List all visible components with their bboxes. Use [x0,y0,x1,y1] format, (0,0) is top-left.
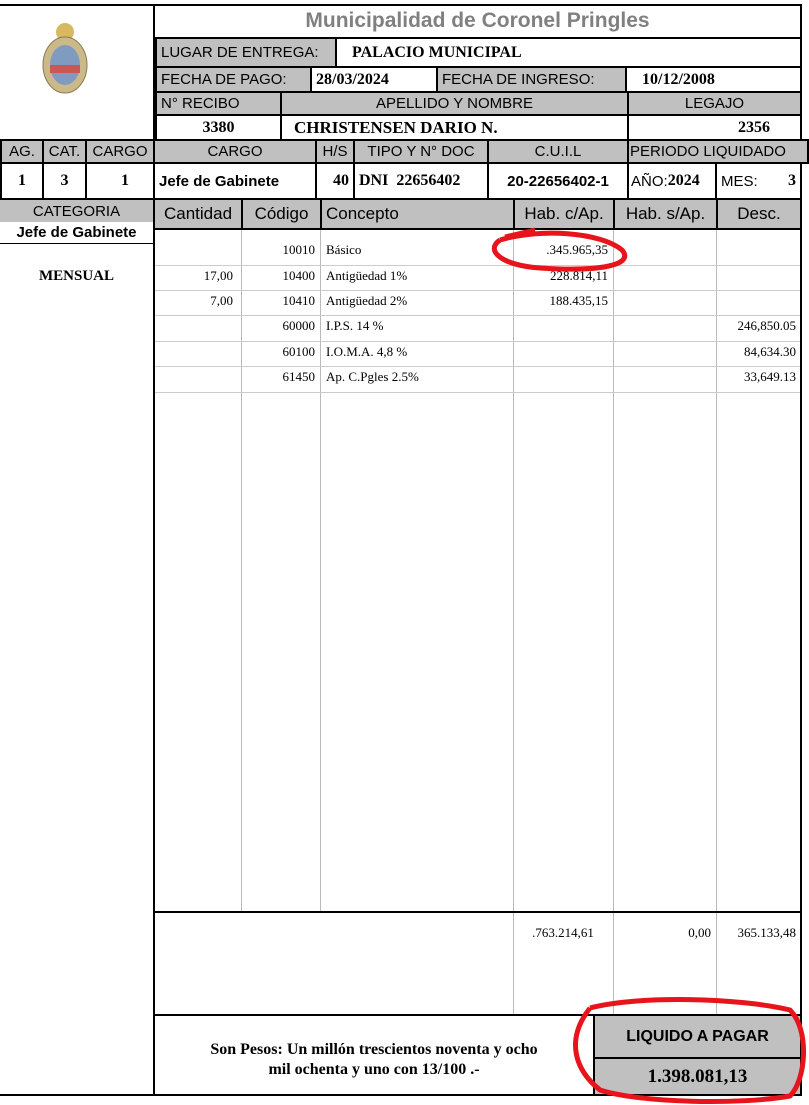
col-header-hab-s: Hab. s/Ap. [613,198,718,230]
cell-codigo: 60000 [282,318,316,333]
cell-concepto: Antigüedad 1% [326,268,408,283]
son-pesos-line2: mil ochenta y uno con 13/100 .- [268,1061,480,1078]
col-header-concepto: Concepto [320,198,515,230]
liquido-value: 1.398.081,13 [593,1057,802,1096]
col-header-desc: Desc. [716,198,802,230]
cell-codigo: 10400 [282,268,316,283]
mes-value: 3 [788,172,796,189]
cell-concepto: I.O.M.A. 4,8 % [326,344,408,359]
cell-cantidad: 7,00 [210,293,233,308]
cell-concepto: Ap. C.Pgles 2.5% [326,369,419,384]
cell-concepto: Básico [326,242,362,257]
cell-desc: 246,850.05 [737,318,797,333]
cell-concepto: I.P.S. 14 % [326,318,384,333]
cell-desc: 33,649.13 [744,369,796,384]
anio-value: 2024 [667,172,700,189]
hs-label: H/S [315,139,355,164]
cell-hab-c: .345.965,35 [546,242,608,257]
total-desc: 365.133,48 [737,925,797,940]
cell-codigo: 61450 [282,369,316,384]
col-header-cantidad: Cantidad [153,198,243,230]
col-header-codigo: Código [241,198,322,230]
cell-codigo: 10410 [282,293,316,308]
anio-label: AÑO: [631,172,668,190]
municipal-seal-logo [42,23,88,94]
cell-hab-c: 188.435,15 [549,293,609,308]
categoria-value: Jefe de Gabinete [0,222,153,244]
liquido-label: LIQUIDO A PAGAR [593,1014,802,1059]
categoria-label: CATEGORIA [0,200,153,222]
cell-concepto: Antigüedad 2% [326,293,408,308]
lugar-label: LUGAR DE ENTREGA: [155,37,337,68]
son-pesos-line1: Son Pesos: Un millón trescientos noventa… [210,1041,538,1058]
total-hab-c: .763.214,61 [532,925,594,940]
page-title: Municipalidad de Coronel Pringles [305,8,650,32]
total-hab-s: 0,00 [688,925,711,940]
cell-desc: 84,634.30 [744,344,796,359]
cell-codigo: 60100 [282,344,316,359]
categoria-tipo: MENSUAL [38,267,114,284]
son-pesos-text: Son Pesos: Un millón trescientos noventa… [155,1040,593,1080]
cell-cantidad: 17,00 [203,268,233,283]
mes-label: MES: [721,172,758,190]
col-header-hab-c: Hab. c/Ap. [513,198,615,230]
doc-value: DNI 22656402 [353,162,489,200]
cell-codigo: 10010 [282,242,316,257]
cell-hab-c: 228.814,11 [549,268,608,283]
